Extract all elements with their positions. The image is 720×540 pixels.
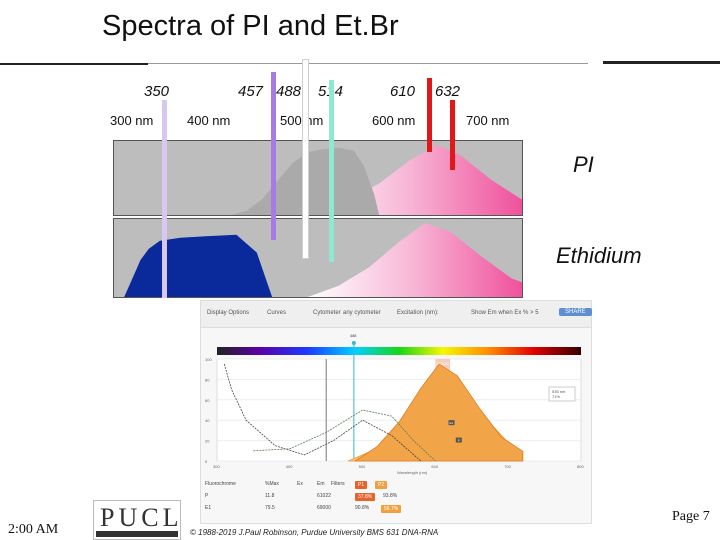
viewer-x-tick: 300	[213, 464, 220, 469]
title-rule-right	[603, 61, 720, 64]
viewer-y-tick: 40	[205, 418, 210, 423]
row-filter-2: 93.8%	[383, 493, 398, 499]
ethidium-emission-area	[307, 223, 522, 297]
title-rule-mid	[148, 63, 588, 64]
peak-mark-p-label: P	[458, 439, 460, 443]
wavelength-color-bar	[217, 347, 581, 355]
viewer-legend-entry: 535 nm	[552, 389, 566, 394]
pi-spectrum-panel	[113, 140, 523, 216]
show-emission-checkbox[interactable]: Show Em when Ex % > 5	[471, 310, 539, 316]
viewer-x-tick: 400	[286, 464, 293, 469]
laser-label-610: 610	[390, 83, 416, 100]
pi-spectrum-svg	[231, 145, 522, 215]
row-max: 79.5	[265, 505, 275, 511]
filter-band-label: 610/20	[436, 361, 449, 366]
table-header-em: Em	[317, 481, 325, 487]
pucl-logo: PUCL	[93, 500, 181, 540]
laser-line-457	[271, 72, 277, 240]
pucl-logo-bar	[96, 531, 178, 537]
row-em: 90.8%	[355, 505, 370, 511]
ethidium-spectrum-svg	[124, 223, 522, 297]
laser-line-488	[302, 60, 308, 258]
row-ex: 61022	[317, 493, 331, 499]
wavelength-tick-700: 700 nm	[466, 113, 510, 128]
filter-pill-2[interactable]: P2	[375, 481, 388, 489]
row-ex: 69000	[317, 505, 331, 511]
laser-line-350	[162, 100, 167, 298]
title-rule-left	[0, 63, 148, 65]
display-options-button[interactable]: Display Options	[207, 310, 250, 316]
spectra-viewer-screenshot: Display Options Curves Cytometer any cyt…	[200, 300, 592, 524]
excitation-label: Excitation (nm):	[397, 310, 439, 316]
row-name: E1	[205, 505, 212, 511]
page-title: Spectra of PI and Et.Br	[102, 10, 399, 42]
peak-mark-p	[455, 437, 462, 443]
table-header-ex: Ex	[297, 481, 303, 487]
viewer-y-tick: 0	[205, 459, 208, 464]
viewer-x-tick: 500	[359, 464, 366, 469]
viewer-y-tick: 20	[205, 439, 210, 444]
viewer-x-tick: 700	[504, 464, 511, 469]
laser-label-457: 457	[238, 83, 264, 100]
peak-mark-e1	[448, 420, 455, 426]
laser-label-350: 350	[144, 83, 170, 100]
viewer-laser-dot	[351, 341, 356, 345]
viewer-x-axis-label: Wavelength (nm)	[397, 470, 428, 475]
share-button[interactable]: SHARE	[559, 308, 592, 316]
viewer-legend-box	[548, 386, 576, 402]
laser-label-632: 632	[435, 83, 461, 100]
wavelength-tick-300: 300 nm	[110, 113, 154, 128]
wavelength-tick-500: 500 nm	[280, 113, 324, 128]
viewer-y-tick: 80	[205, 377, 210, 382]
viewer-legend-entry: 71%	[552, 394, 560, 399]
laser-line-514	[329, 80, 335, 262]
cytometer-select[interactable]: any cytometer	[343, 310, 381, 316]
table-header-max: %Max	[265, 481, 279, 487]
pucl-logo-text: PUCL	[100, 503, 183, 532]
filter-pill-1[interactable]: P1	[355, 481, 368, 489]
laser-label-488: 488	[276, 83, 302, 100]
row-max: 11.8	[265, 493, 275, 499]
peak-mark-e1-label: E1	[450, 421, 454, 425]
row-em: 37.8%	[355, 493, 376, 501]
viewer-ethidium-excitation	[223, 363, 422, 462]
viewer-laser-label: 488	[350, 333, 357, 338]
pi-label: PI	[573, 152, 594, 177]
viewer-ethidium-emission	[353, 363, 524, 462]
wavelength-tick-400: 400 nm	[187, 113, 231, 128]
ethidium-excitation-area	[124, 234, 273, 297]
clock: 2:00 AM	[8, 522, 59, 537]
table-header-fluorochrome: Fluorochrome	[205, 481, 236, 487]
viewer-y-tick: 100	[205, 357, 212, 362]
row-filter-2: 56.7%	[381, 505, 402, 513]
copyright: © 1988-2019 J.Paul Robinson, Purdue Univ…	[190, 528, 439, 537]
table-header-filters: Filters	[331, 481, 345, 487]
viewer-x-tick: 800	[577, 464, 584, 469]
viewer-toolbar: Display Options Curves Cytometer any cyt…	[201, 301, 592, 328]
viewer-y-tick: 60	[205, 398, 210, 403]
row-name: P	[205, 493, 209, 499]
wavelength-tick-600: 600 nm	[372, 113, 416, 128]
viewer-x-tick: 600	[431, 464, 438, 469]
page-number: Page 7	[672, 509, 710, 524]
viewer-pi-excitation	[253, 409, 436, 462]
curves-label: Curves	[267, 310, 287, 316]
ethidium-label: Ethidium	[556, 243, 642, 268]
laser-line-610	[427, 78, 433, 152]
laser-line-632	[449, 100, 455, 170]
cytometer-label: Cytometer	[313, 310, 341, 316]
ethidium-spectrum-panel	[113, 218, 523, 298]
